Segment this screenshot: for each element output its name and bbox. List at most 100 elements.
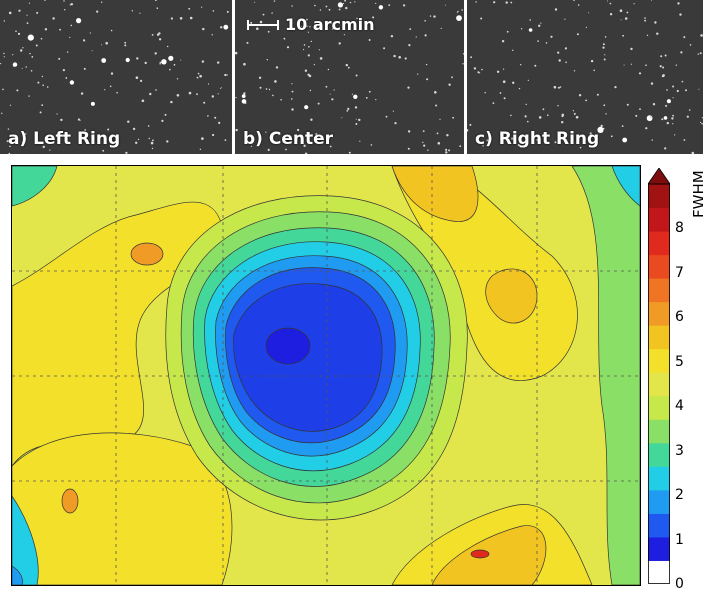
star (375, 2, 377, 4)
star (315, 133, 318, 136)
star (275, 66, 279, 69)
star (278, 133, 280, 136)
star (307, 31, 309, 33)
colorbar-tick-label: 1 (675, 531, 684, 548)
star (596, 93, 599, 96)
star (125, 57, 130, 63)
star (268, 88, 271, 91)
minimum-core (265, 327, 311, 365)
star (291, 90, 294, 93)
star (554, 141, 557, 144)
center-starfield (235, 0, 464, 154)
star (446, 134, 449, 137)
star (345, 63, 348, 67)
left-ring-panel: a) Left Ring (0, 0, 232, 154)
star (201, 6, 203, 8)
star (342, 2, 345, 5)
star (699, 52, 702, 55)
star (109, 85, 112, 88)
star (274, 80, 277, 83)
red-dot (470, 549, 490, 559)
star (577, 4, 580, 6)
star (343, 34, 345, 36)
star (235, 128, 238, 132)
star (166, 140, 169, 143)
star (44, 28, 48, 31)
star (202, 27, 205, 31)
star (425, 63, 428, 66)
star (306, 18, 308, 21)
left-ring-starfield (0, 0, 229, 154)
star (176, 78, 179, 80)
star (314, 4, 316, 7)
star (683, 36, 686, 39)
star (602, 43, 605, 46)
star (212, 10, 215, 12)
star (212, 133, 215, 137)
star (651, 139, 653, 141)
star (179, 17, 183, 20)
star (383, 47, 386, 50)
star (91, 50, 93, 52)
colorbar-tick-label: 7 (675, 264, 684, 281)
star (467, 129, 469, 132)
star (561, 121, 564, 124)
star (424, 34, 427, 37)
star (407, 147, 410, 150)
star (448, 83, 451, 86)
star (451, 76, 453, 79)
star (662, 66, 665, 69)
star (211, 34, 213, 36)
star (346, 110, 349, 112)
colorbar-segment (648, 348, 670, 373)
star (303, 44, 306, 46)
star (7, 128, 10, 130)
star (28, 2, 30, 4)
star (517, 144, 520, 147)
star (550, 35, 553, 38)
star (265, 88, 268, 90)
star (273, 0, 276, 2)
star (610, 135, 613, 138)
star (31, 56, 34, 58)
star (370, 144, 373, 146)
star (196, 76, 199, 79)
star (158, 38, 162, 41)
star (310, 40, 312, 43)
star (590, 59, 594, 63)
star (189, 16, 193, 20)
star (356, 17, 358, 20)
star (24, 133, 27, 135)
star (547, 114, 549, 116)
star (573, 0, 575, 2)
star (429, 15, 432, 17)
star (603, 104, 606, 107)
star (520, 63, 522, 66)
star (59, 28, 61, 31)
star (436, 132, 439, 135)
star (224, 139, 227, 142)
star (681, 80, 684, 83)
star (304, 105, 309, 110)
star (605, 113, 607, 115)
star (626, 11, 629, 14)
star (502, 80, 506, 83)
star (511, 137, 514, 140)
star (327, 137, 330, 140)
star (89, 32, 91, 34)
star (424, 20, 426, 22)
orange-small-bottom (61, 488, 79, 514)
star (77, 118, 80, 121)
star (527, 120, 529, 123)
star (247, 141, 249, 144)
star (254, 1, 256, 3)
colorbar-tick-label: 6 (675, 309, 684, 326)
star (159, 61, 162, 64)
star (313, 64, 315, 66)
star (155, 0, 157, 2)
star (407, 130, 411, 133)
star (392, 110, 394, 112)
star (176, 94, 180, 97)
star (6, 140, 9, 143)
star (132, 127, 136, 131)
